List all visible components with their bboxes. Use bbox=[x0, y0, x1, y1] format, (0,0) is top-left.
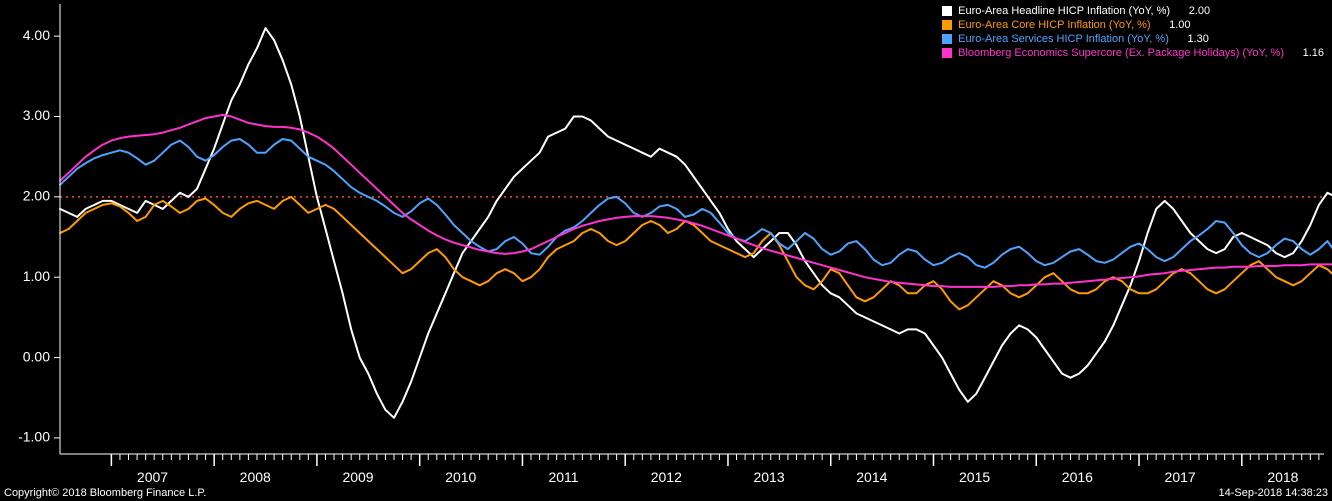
x-tick-label: 2008 bbox=[240, 469, 271, 485]
y-tick-label: 3.00 bbox=[23, 107, 50, 123]
legend-label: Bloomberg Economics Supercore (Ex. Packa… bbox=[958, 46, 1284, 60]
x-tick-label: 2015 bbox=[959, 469, 990, 485]
chart-container: -1.000.001.002.003.004.00200720082009201… bbox=[0, 0, 1332, 501]
y-tick-label: 4.00 bbox=[23, 27, 50, 43]
y-tick-label: 1.00 bbox=[23, 268, 50, 284]
legend-row-services: Euro-Area Services HICP Inflation (YoY, … bbox=[942, 32, 1324, 46]
legend-label: Euro-Area Services HICP Inflation (YoY, … bbox=[958, 32, 1169, 46]
timestamp-text: 14-Sep-2018 14:38:23 bbox=[1219, 487, 1328, 499]
x-tick-label: 2017 bbox=[1165, 469, 1196, 485]
x-tick-label: 2012 bbox=[651, 469, 682, 485]
legend-value: 1.30 bbox=[1175, 32, 1209, 46]
copyright-text: Copyright© 2018 Bloomberg Finance L.P. bbox=[4, 487, 206, 499]
x-tick-label: 2013 bbox=[753, 469, 784, 485]
legend-swatch bbox=[942, 34, 952, 44]
y-tick-label: 0.00 bbox=[23, 348, 50, 364]
legend-label: Euro-Area Headline HICP Inflation (YoY, … bbox=[958, 4, 1170, 18]
legend-label: Euro-Area Core HICP Inflation (YoY, %) bbox=[958, 18, 1150, 32]
x-tick-label: 2018 bbox=[1267, 469, 1298, 485]
legend-row-headline: Euro-Area Headline HICP Inflation (YoY, … bbox=[942, 4, 1324, 18]
x-tick-label: 2016 bbox=[1062, 469, 1093, 485]
x-tick-label: 2014 bbox=[856, 469, 887, 485]
x-tick-label: 2011 bbox=[548, 469, 578, 485]
y-tick-label: -1.00 bbox=[18, 429, 50, 445]
legend-row-core: Euro-Area Core HICP Inflation (YoY, %) 1.… bbox=[942, 18, 1324, 32]
x-tick-label: 2010 bbox=[445, 469, 476, 485]
x-tick-label: 2009 bbox=[342, 469, 373, 485]
x-tick-label: 2007 bbox=[137, 469, 168, 485]
legend-swatch bbox=[942, 48, 952, 58]
legend-value: 2.00 bbox=[1176, 4, 1210, 18]
line-chart: -1.000.001.002.003.004.00200720082009201… bbox=[0, 0, 1332, 501]
y-tick-label: 2.00 bbox=[23, 188, 50, 204]
footer: Copyright© 2018 Bloomberg Finance L.P. 1… bbox=[4, 487, 1328, 499]
legend-value: 1.16 bbox=[1290, 46, 1324, 60]
legend-value: 1.00 bbox=[1157, 18, 1191, 32]
legend-swatch bbox=[942, 20, 952, 30]
legend-row-supercore: Bloomberg Economics Supercore (Ex. Packa… bbox=[942, 46, 1324, 60]
legend-swatch bbox=[942, 6, 952, 16]
legend: Euro-Area Headline HICP Inflation (YoY, … bbox=[942, 4, 1324, 60]
